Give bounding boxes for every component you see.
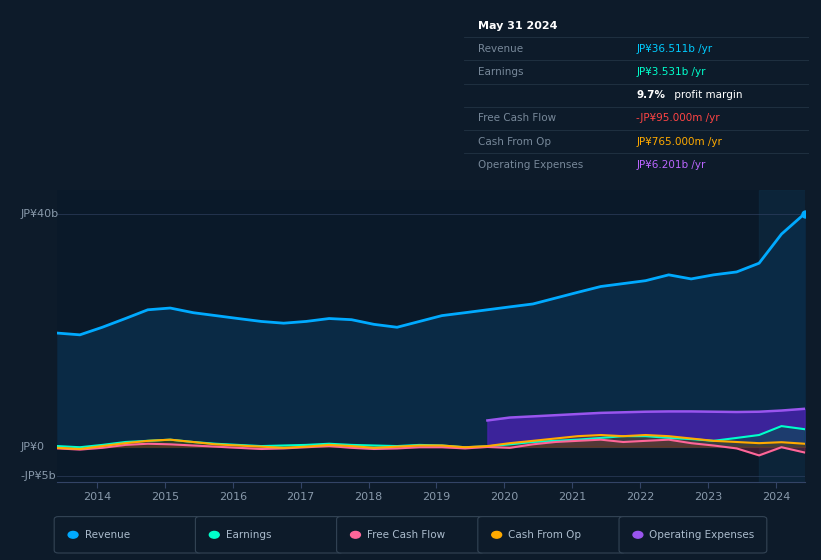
Text: JP¥3.531b /yr: JP¥3.531b /yr: [636, 67, 706, 77]
Text: JP¥40b: JP¥40b: [21, 209, 58, 219]
Text: Operating Expenses: Operating Expenses: [649, 530, 754, 540]
Text: Operating Expenses: Operating Expenses: [478, 160, 583, 170]
Text: JP¥765.000m /yr: JP¥765.000m /yr: [636, 137, 722, 147]
Text: profit margin: profit margin: [671, 90, 742, 100]
Text: Revenue: Revenue: [85, 530, 130, 540]
Text: Cash From Op: Cash From Op: [508, 530, 581, 540]
Text: May 31 2024: May 31 2024: [478, 21, 557, 31]
Text: Cash From Op: Cash From Op: [478, 137, 551, 147]
Text: Free Cash Flow: Free Cash Flow: [478, 113, 556, 123]
Text: -JP¥5b: -JP¥5b: [21, 471, 56, 481]
Text: Earnings: Earnings: [478, 67, 523, 77]
Text: Earnings: Earnings: [226, 530, 271, 540]
Text: Revenue: Revenue: [478, 44, 523, 54]
Text: JP¥0: JP¥0: [21, 442, 44, 452]
Text: JP¥36.511b /yr: JP¥36.511b /yr: [636, 44, 713, 54]
Text: 9.7%: 9.7%: [636, 90, 665, 100]
Bar: [759, 190, 810, 482]
Text: JP¥6.201b /yr: JP¥6.201b /yr: [636, 160, 706, 170]
Text: Free Cash Flow: Free Cash Flow: [367, 530, 445, 540]
Text: -JP¥95.000m /yr: -JP¥95.000m /yr: [636, 113, 720, 123]
